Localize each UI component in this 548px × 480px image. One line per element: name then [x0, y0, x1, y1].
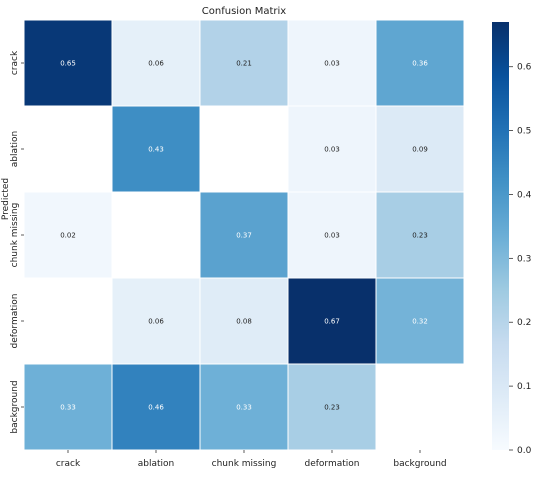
heatmap-cell — [375, 105, 465, 193]
cell-value-label: 0.33 — [60, 404, 76, 412]
cell-value-label: 0.37 — [236, 232, 252, 240]
heatmap-cell — [199, 277, 289, 365]
cell-value-label: 0.23 — [324, 404, 340, 412]
heatmap-cell — [375, 191, 465, 279]
heatmap-cell — [111, 191, 201, 279]
y-tick-label: deformation — [10, 294, 20, 349]
x-tick-label: background — [393, 459, 446, 469]
colorbar-tick-label: 0.6 — [517, 63, 532, 73]
heatmap-cell — [23, 363, 113, 451]
y-tick-label: chunk missing — [10, 203, 20, 268]
heatmap-cell — [199, 363, 289, 451]
x-tick-label: chunk missing — [212, 459, 277, 469]
colorbar-tick-label: 0.5 — [517, 127, 531, 137]
cell-value-label: 0.65 — [60, 60, 76, 68]
heatmap-cell — [23, 19, 113, 107]
chart-title: Confusion Matrix — [202, 6, 286, 17]
cell-value-label: 0.06 — [148, 318, 164, 326]
cell-value-label: 0.33 — [236, 404, 252, 412]
colorbar-tick-label: 0.1 — [517, 382, 531, 392]
y-tick-labels: crack ablation chunk missing deformation bac… — [10, 50, 24, 434]
y-tick-label: ablation — [10, 131, 20, 167]
cell-value-label: 0.21 — [236, 60, 252, 68]
heatmap-cell — [23, 105, 113, 193]
cell-value-label: 0.67 — [324, 318, 340, 326]
cell-value-label: 0.43 — [148, 146, 164, 154]
heatmap-cell — [111, 277, 201, 365]
y-tick-label: background — [10, 380, 20, 433]
colorbar-tick-label: 0.0 — [517, 446, 532, 456]
x-tick-label: deformation — [305, 459, 360, 469]
heatmap-cell-labels: 0.65 0.06 0.21 0.03 0.36 0.43 0.03 0.09 0.02 0.37… — [60, 60, 428, 412]
cell-value-label: 0.09 — [412, 146, 428, 154]
heatmap-cell — [287, 277, 377, 365]
cell-value-label: 0.08 — [236, 318, 252, 326]
heatmap-cell — [23, 277, 113, 365]
x-tick-label: crack — [56, 459, 81, 469]
y-tick-label: crack — [10, 50, 20, 75]
heatmap-cell — [375, 19, 465, 107]
heatmap-cell — [111, 19, 201, 107]
heatmap-cell — [287, 19, 377, 107]
heatmap-cell — [199, 19, 289, 107]
colorbar-tick-label: 0.2 — [517, 318, 531, 328]
x-tick-labels: crack ablation chunk missing deformation bac… — [56, 450, 447, 469]
cell-value-label: 0.03 — [324, 60, 340, 68]
heatmap-cell — [111, 363, 201, 451]
x-tick-label: ablation — [138, 459, 174, 469]
heatmap-cell — [199, 191, 289, 279]
heatmap-cell — [375, 277, 465, 365]
cell-value-label: 0.03 — [324, 146, 340, 154]
colorbar-tick-label: 0.3 — [517, 254, 531, 264]
colorbar-tick-label: 0.4 — [517, 190, 532, 200]
cell-value-label: 0.03 — [324, 232, 340, 240]
heatmap-cell — [287, 191, 377, 279]
heatmap-cell — [375, 363, 465, 451]
colorbar: 0.0 0.1 0.2 0.3 0.4 0.5 0.6 — [492, 22, 532, 456]
cell-value-label: 0.06 — [148, 60, 164, 68]
heatmap-cell — [199, 105, 289, 193]
y-axis-label: Predicted — [1, 178, 11, 220]
heatmap-cells — [23, 19, 465, 451]
cell-value-label: 0.36 — [412, 60, 428, 68]
cell-value-label: 0.02 — [60, 232, 76, 240]
colorbar-gradient — [492, 22, 509, 450]
cell-value-label: 0.46 — [148, 404, 164, 412]
cell-value-label: 0.23 — [412, 232, 428, 240]
cell-value-label: 0.32 — [412, 318, 428, 326]
